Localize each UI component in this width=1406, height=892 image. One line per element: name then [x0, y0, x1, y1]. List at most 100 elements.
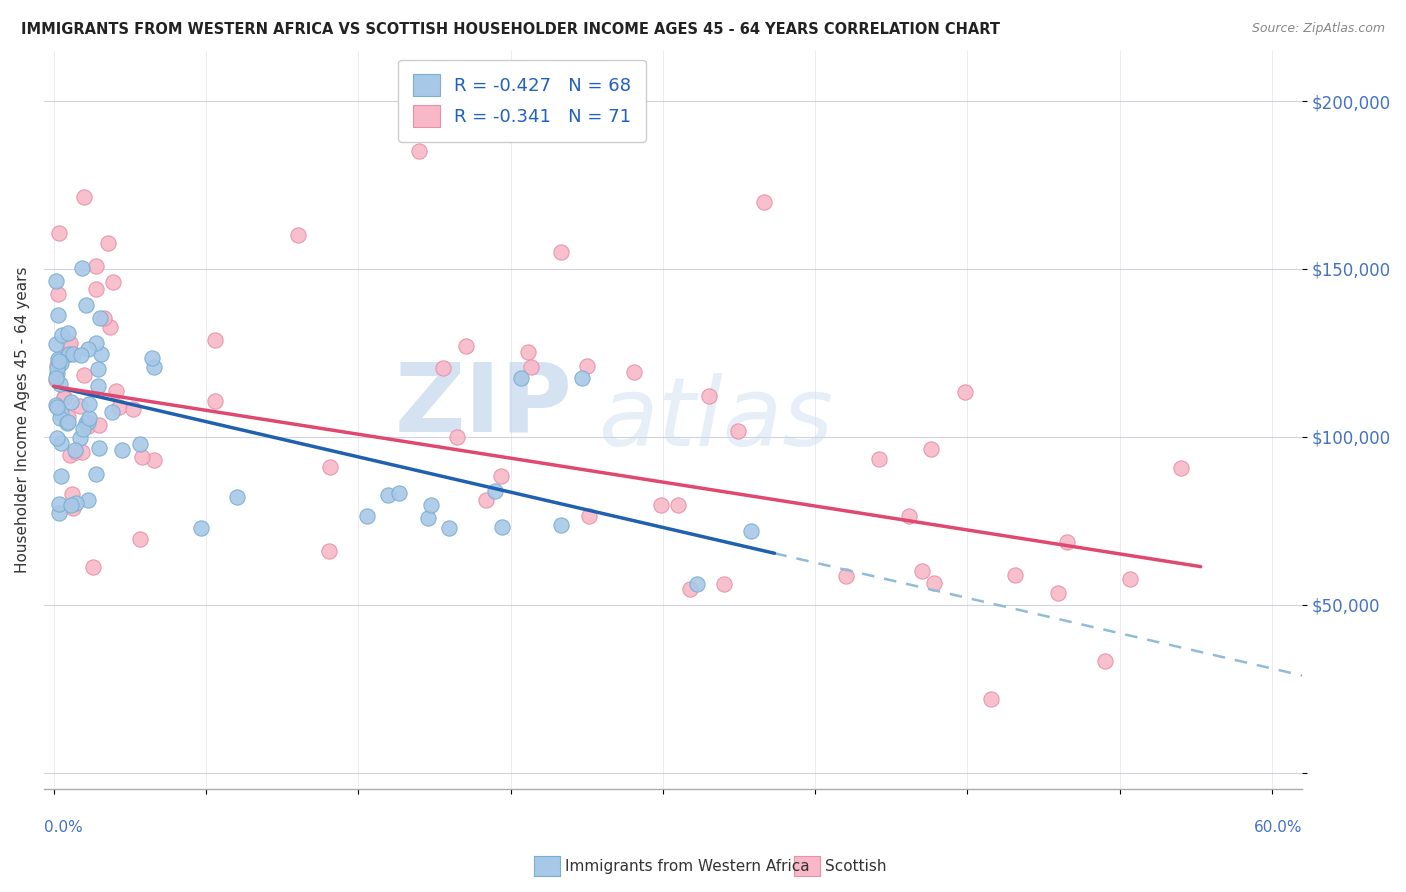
Point — [58, 338, 80, 352]
Point — [128, 532, 150, 546]
Point — [73, 190, 96, 204]
Point — [686, 576, 709, 591]
Point — [48, 506, 70, 520]
Point — [62, 500, 84, 515]
Text: Scottish: Scottish — [825, 859, 887, 873]
Point — [516, 345, 538, 359]
Point — [107, 400, 129, 414]
Point — [377, 488, 399, 502]
Point — [650, 498, 672, 512]
Point — [53, 391, 76, 405]
Point — [1004, 568, 1026, 582]
Point — [1056, 534, 1078, 549]
Point — [60, 498, 83, 512]
Point — [84, 467, 107, 481]
Point — [89, 346, 111, 360]
Point — [1094, 654, 1116, 668]
Point — [105, 384, 128, 399]
Point — [1046, 585, 1069, 599]
Point — [388, 485, 411, 500]
Point — [84, 282, 107, 296]
Point — [45, 400, 67, 414]
Point — [89, 311, 111, 326]
Point — [58, 347, 80, 361]
Point — [77, 410, 100, 425]
Point — [49, 406, 72, 420]
Point — [287, 228, 309, 243]
Point — [439, 521, 461, 535]
Point — [56, 347, 79, 361]
Point — [319, 460, 342, 475]
Point — [571, 371, 593, 385]
Point — [63, 443, 86, 458]
Point — [77, 418, 100, 433]
Y-axis label: Householder Income Ages 45 - 64 years: Householder Income Ages 45 - 64 years — [15, 267, 30, 574]
Point — [1119, 572, 1142, 586]
Point — [69, 399, 91, 413]
Point — [48, 354, 70, 368]
Point — [754, 194, 776, 209]
Point — [318, 544, 340, 558]
Point — [58, 416, 80, 430]
Point — [45, 371, 67, 385]
Point — [45, 274, 67, 288]
Point — [48, 227, 70, 241]
Point — [45, 367, 67, 381]
Point — [77, 397, 100, 411]
Point — [141, 351, 163, 365]
Point — [82, 560, 104, 574]
Point — [980, 691, 1002, 706]
Point — [46, 308, 69, 322]
Point — [131, 450, 153, 464]
Point — [446, 430, 468, 444]
Point — [45, 398, 67, 412]
Point — [510, 370, 533, 384]
Point — [59, 335, 82, 350]
Point — [740, 524, 762, 539]
Point — [420, 498, 443, 512]
Point — [72, 422, 94, 436]
Point — [489, 468, 512, 483]
Point — [77, 493, 100, 508]
Point — [70, 348, 93, 362]
Text: atlas: atlas — [598, 374, 832, 467]
Point — [87, 442, 110, 456]
Point — [911, 564, 934, 578]
Point — [697, 389, 720, 403]
Point — [550, 245, 572, 260]
Point — [46, 360, 69, 375]
Point — [408, 145, 430, 159]
Point — [475, 492, 498, 507]
Point — [835, 568, 858, 582]
Point — [922, 576, 945, 591]
Point — [70, 445, 93, 459]
Point — [48, 497, 70, 511]
Point — [62, 347, 84, 361]
Point — [578, 509, 600, 524]
Point — [89, 417, 111, 432]
Point — [46, 351, 69, 366]
Text: 60.0%: 60.0% — [1254, 820, 1302, 835]
Point — [623, 366, 645, 380]
Point — [550, 517, 572, 532]
Point — [204, 333, 226, 347]
Point — [1170, 461, 1192, 475]
Point — [897, 509, 920, 524]
Point — [727, 424, 749, 438]
Point — [679, 582, 702, 597]
Point — [45, 373, 67, 387]
Text: ZIP: ZIP — [395, 359, 572, 451]
Point — [868, 452, 890, 467]
Point — [65, 444, 87, 458]
Point — [100, 405, 122, 419]
Point — [73, 368, 96, 383]
Point — [204, 393, 226, 408]
Text: IMMIGRANTS FROM WESTERN AFRICA VS SCOTTISH HOUSEHOLDER INCOME AGES 45 - 64 YEARS: IMMIGRANTS FROM WESTERN AFRICA VS SCOTTI… — [21, 22, 1000, 37]
Legend: R = -0.427   N = 68, R = -0.341   N = 71: R = -0.427 N = 68, R = -0.341 N = 71 — [398, 60, 645, 142]
Point — [86, 259, 108, 273]
Point — [46, 358, 69, 372]
Point — [575, 359, 598, 373]
Point — [520, 360, 543, 375]
Point — [49, 436, 72, 450]
Point — [98, 320, 121, 334]
